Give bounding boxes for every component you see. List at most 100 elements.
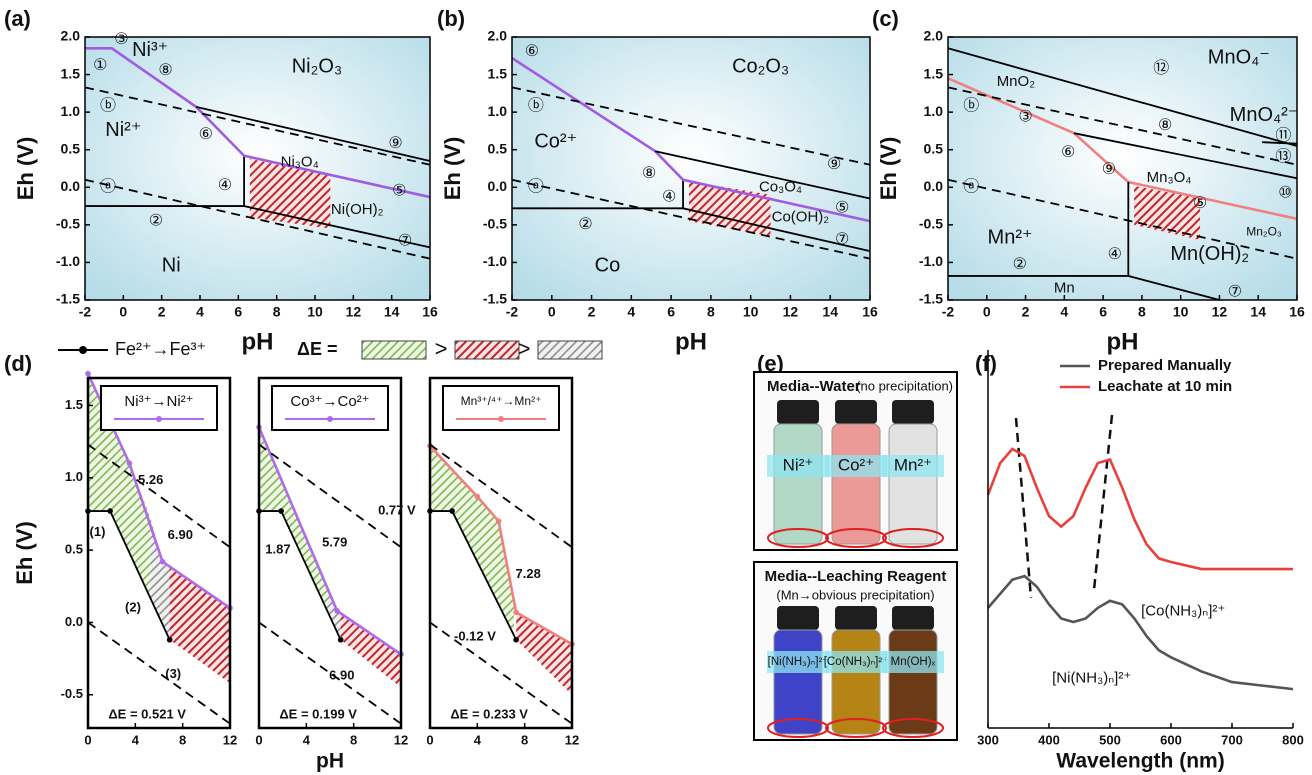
- annotation: 0.77 V: [378, 502, 416, 517]
- series-marker: [449, 508, 455, 514]
- annotation: ⓐ: [528, 178, 544, 196]
- plot-frame: [84, 36, 431, 301]
- vial-marker: [825, 718, 887, 738]
- x-tick-label: 16: [422, 304, 438, 320]
- hatched-region: [430, 445, 515, 636]
- annotation: ⑦: [398, 233, 412, 250]
- annotation: 1.87: [265, 542, 290, 557]
- legend-label: Co³⁺→Co²⁺: [290, 393, 369, 410]
- x-tick-label: 2: [588, 304, 596, 320]
- y-tick-label: 0.5: [488, 140, 508, 156]
- x-axis-title: pH: [1107, 328, 1139, 355]
- x-tick-label: 12: [783, 304, 799, 320]
- x-tick-label: 400: [1038, 732, 1060, 747]
- x-tick-label: 10: [307, 304, 323, 320]
- y-tick-label: -0.5: [919, 216, 943, 232]
- series-line: [986, 447, 1293, 571]
- x-tick-label: 2: [158, 304, 166, 320]
- vial-band: [825, 651, 887, 673]
- legend-swatch: [156, 416, 162, 422]
- annotation: ⑤: [835, 200, 849, 217]
- annotation: ⓑ: [100, 96, 116, 114]
- annotation: Ni₃O₄: [281, 153, 319, 170]
- annotation: Mn₂O₃: [1246, 225, 1282, 239]
- annotation: Mn: [1054, 280, 1075, 297]
- series-line: [947, 77, 1298, 221]
- vial-label: Mn(OH)ₓ: [891, 656, 936, 668]
- y-tick-label: 2.0: [61, 28, 81, 44]
- x-axis-title: Wavelength (nm): [1056, 750, 1224, 773]
- vial-cap: [835, 400, 877, 424]
- y-axis-title: Eh (V): [13, 137, 38, 201]
- vial-marker: [882, 528, 944, 548]
- y-axis-title: Eh (V): [876, 137, 901, 201]
- y-tick-label: 0.5: [65, 542, 83, 557]
- annotation: ⑨: [1102, 161, 1116, 178]
- series-marker: [107, 508, 113, 514]
- f-guides: [1014, 414, 1114, 599]
- annotation: ⑪: [1275, 126, 1291, 144]
- vial-body: [773, 423, 823, 545]
- y-tick-label: -1.5: [56, 291, 80, 307]
- y-axis-title: Eh (V): [12, 521, 37, 585]
- annotation: Ni₂O₃: [292, 55, 342, 77]
- x-tick-label: 12: [565, 732, 579, 747]
- vial-label: Ni²⁺: [783, 455, 814, 474]
- y-tick-label: 1.5: [61, 65, 81, 81]
- x-tick-label: 4: [474, 732, 482, 747]
- x-tick-label: 4: [303, 732, 311, 747]
- panel-label: (f): [975, 351, 997, 376]
- annotation: 7.28: [516, 566, 541, 581]
- panel-label: (c): [872, 6, 899, 31]
- x-tick-label: 6: [667, 304, 675, 320]
- annotation: Ni³⁺: [132, 39, 168, 61]
- y-tick-label: -1.0: [483, 253, 507, 269]
- plot-frame: [428, 376, 574, 730]
- annotation: ⓑ: [963, 96, 979, 114]
- legend-label: >: [518, 336, 531, 361]
- y-tick-label: 1.5: [924, 65, 944, 81]
- x-tick-label: 0: [983, 304, 991, 320]
- hatched-region: [1134, 185, 1201, 240]
- annotation: [Co(NH₃)ₙ]²⁺: [1141, 602, 1225, 619]
- annotation: Ni²⁺: [105, 119, 141, 141]
- annotation: ⑧: [642, 165, 656, 182]
- plot-background: [512, 37, 870, 300]
- hatched-region: [169, 566, 230, 684]
- x-tick-label: 12: [346, 304, 362, 320]
- legend-swatch: [79, 346, 87, 354]
- x-tick-label: 800: [1282, 732, 1304, 747]
- photo-title: Media--Leaching Reagent: [765, 568, 947, 585]
- y-tick-label: -0.5: [61, 686, 83, 701]
- x-tick-label: 10: [743, 304, 759, 320]
- annotation: ⑩: [1278, 185, 1292, 202]
- series-marker: [334, 608, 340, 614]
- plot-background: [948, 37, 1297, 300]
- legend-label: Leachate at 10 min: [1098, 378, 1232, 395]
- series-line: [511, 86, 871, 166]
- annotation: ③: [114, 31, 128, 48]
- annotation: MnO₄²⁻: [1230, 104, 1299, 126]
- hatched-region: [150, 516, 170, 640]
- y-tick-label: 0.0: [61, 178, 81, 194]
- series-marker: [166, 636, 173, 643]
- y-tick-label: -1.5: [919, 291, 943, 307]
- annotation: (1): [90, 524, 106, 539]
- annotation: Ni: [162, 254, 181, 276]
- series-line: [655, 150, 871, 200]
- annotation: ⑨: [388, 135, 402, 152]
- vial-label: Mn²⁺: [894, 455, 932, 474]
- annotation: ΔE = 0.521 V: [108, 706, 186, 721]
- annotation: Co²⁺: [534, 130, 577, 152]
- annotation: Ni(OH)₂: [331, 201, 384, 218]
- annotation: ④: [662, 188, 676, 205]
- y-tick-label: 2.0: [488, 28, 508, 44]
- series-line: [987, 574, 1294, 691]
- y-tick-label: 0.5: [924, 140, 944, 156]
- series-marker: [495, 518, 502, 524]
- x-tick-label: 8: [350, 732, 357, 747]
- annotation: Co: [595, 254, 621, 276]
- y-axis-title: Eh (V): [440, 137, 465, 201]
